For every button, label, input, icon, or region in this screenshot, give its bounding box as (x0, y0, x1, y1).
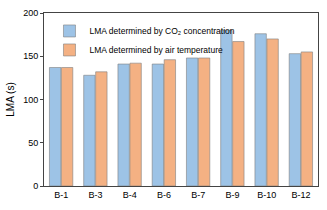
svg-text:B-12: B-12 (291, 190, 310, 200)
svg-text:B-7: B-7 (191, 190, 205, 200)
svg-text:0: 0 (33, 181, 38, 191)
svg-text:50: 50 (28, 138, 38, 148)
svg-text:LMA determined by air temperat: LMA determined by air temperature (89, 45, 223, 55)
svg-text:B-1: B-1 (54, 190, 68, 200)
svg-text:150: 150 (23, 51, 38, 61)
svg-text:B-6: B-6 (157, 190, 171, 200)
svg-text:B-4: B-4 (123, 190, 137, 200)
svg-text:B-10: B-10 (257, 190, 276, 200)
svg-text:LMA determined by CO₂ concentr: LMA determined by CO₂ concentration (89, 26, 234, 36)
svg-text:LMA (s): LMA (s) (5, 82, 16, 116)
svg-text:200: 200 (23, 8, 38, 18)
svg-text:B-3: B-3 (88, 190, 102, 200)
svg-text:100: 100 (23, 95, 38, 105)
svg-text:B-9: B-9 (225, 190, 239, 200)
